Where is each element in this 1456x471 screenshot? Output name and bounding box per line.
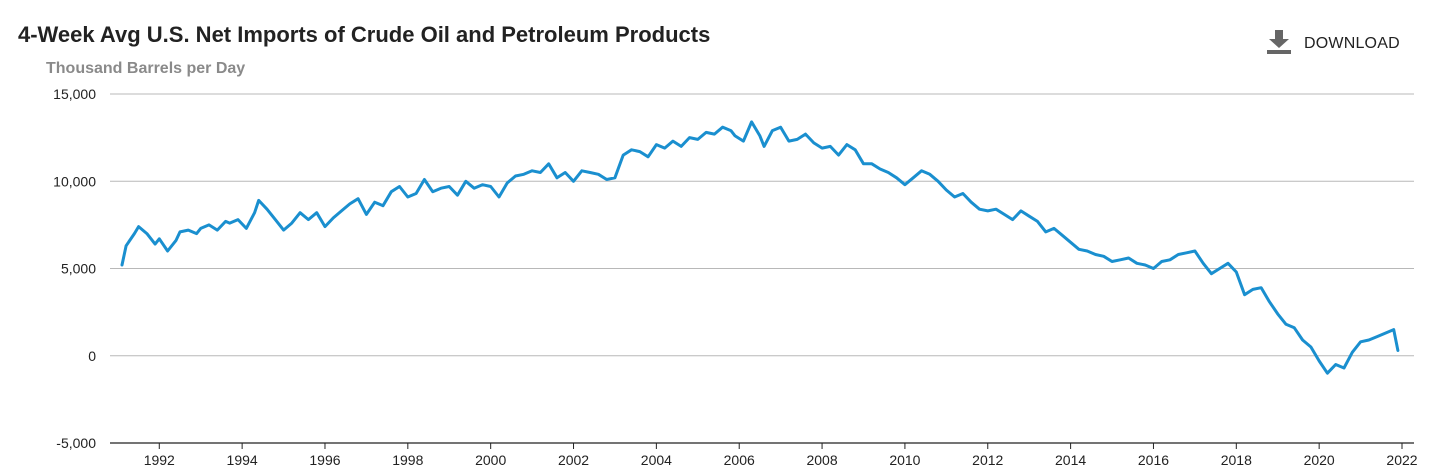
gridlines	[110, 93, 1414, 444]
x-tick-label: 1998	[392, 452, 423, 468]
download-label: DOWNLOAD	[1304, 34, 1400, 52]
x-tick-label: 2008	[806, 452, 837, 468]
x-tick-label: 2016	[1138, 452, 1169, 468]
y-tick-label: 5,000	[61, 261, 96, 277]
x-tick-label: 2018	[1221, 452, 1252, 468]
x-tick-label: 1996	[309, 452, 340, 468]
x-tick-label: 2012	[972, 452, 1003, 468]
x-tick-label: 2006	[724, 452, 755, 468]
y-tick-label: 15,000	[53, 86, 96, 102]
x-tick-label: 2022	[1386, 452, 1417, 468]
download-button[interactable]: DOWNLOAD	[1266, 28, 1400, 59]
y-axis-ticks: -5,000 0 5,000 10,000 15,000	[53, 86, 96, 451]
x-tick-label: 1994	[227, 452, 258, 468]
y-tick-label: -5,000	[56, 435, 96, 451]
x-tick-label: 2010	[889, 452, 920, 468]
x-tick-label: 2004	[641, 452, 672, 468]
x-tick-label: 2014	[1055, 452, 1086, 468]
series-layer	[120, 120, 1400, 375]
y-tick-label: 10,000	[53, 173, 96, 189]
x-tick-label: 2000	[475, 452, 506, 468]
download-icon	[1266, 28, 1292, 59]
series-line	[120, 120, 1400, 375]
chart-title: 4-Week Avg U.S. Net Imports of Crude Oil…	[18, 22, 711, 47]
y-tick-label: 0	[88, 348, 96, 364]
x-tick-label: 1992	[144, 452, 175, 468]
x-tick-label: 2020	[1304, 452, 1335, 468]
chart-subtitle: Thousand Barrels per Day	[46, 60, 246, 77]
x-axis-ticks: 1992 1994 1996 1998 2000 2002 2004 2006 2008 2010…	[144, 443, 1418, 468]
x-tick-label: 2002	[558, 452, 589, 468]
